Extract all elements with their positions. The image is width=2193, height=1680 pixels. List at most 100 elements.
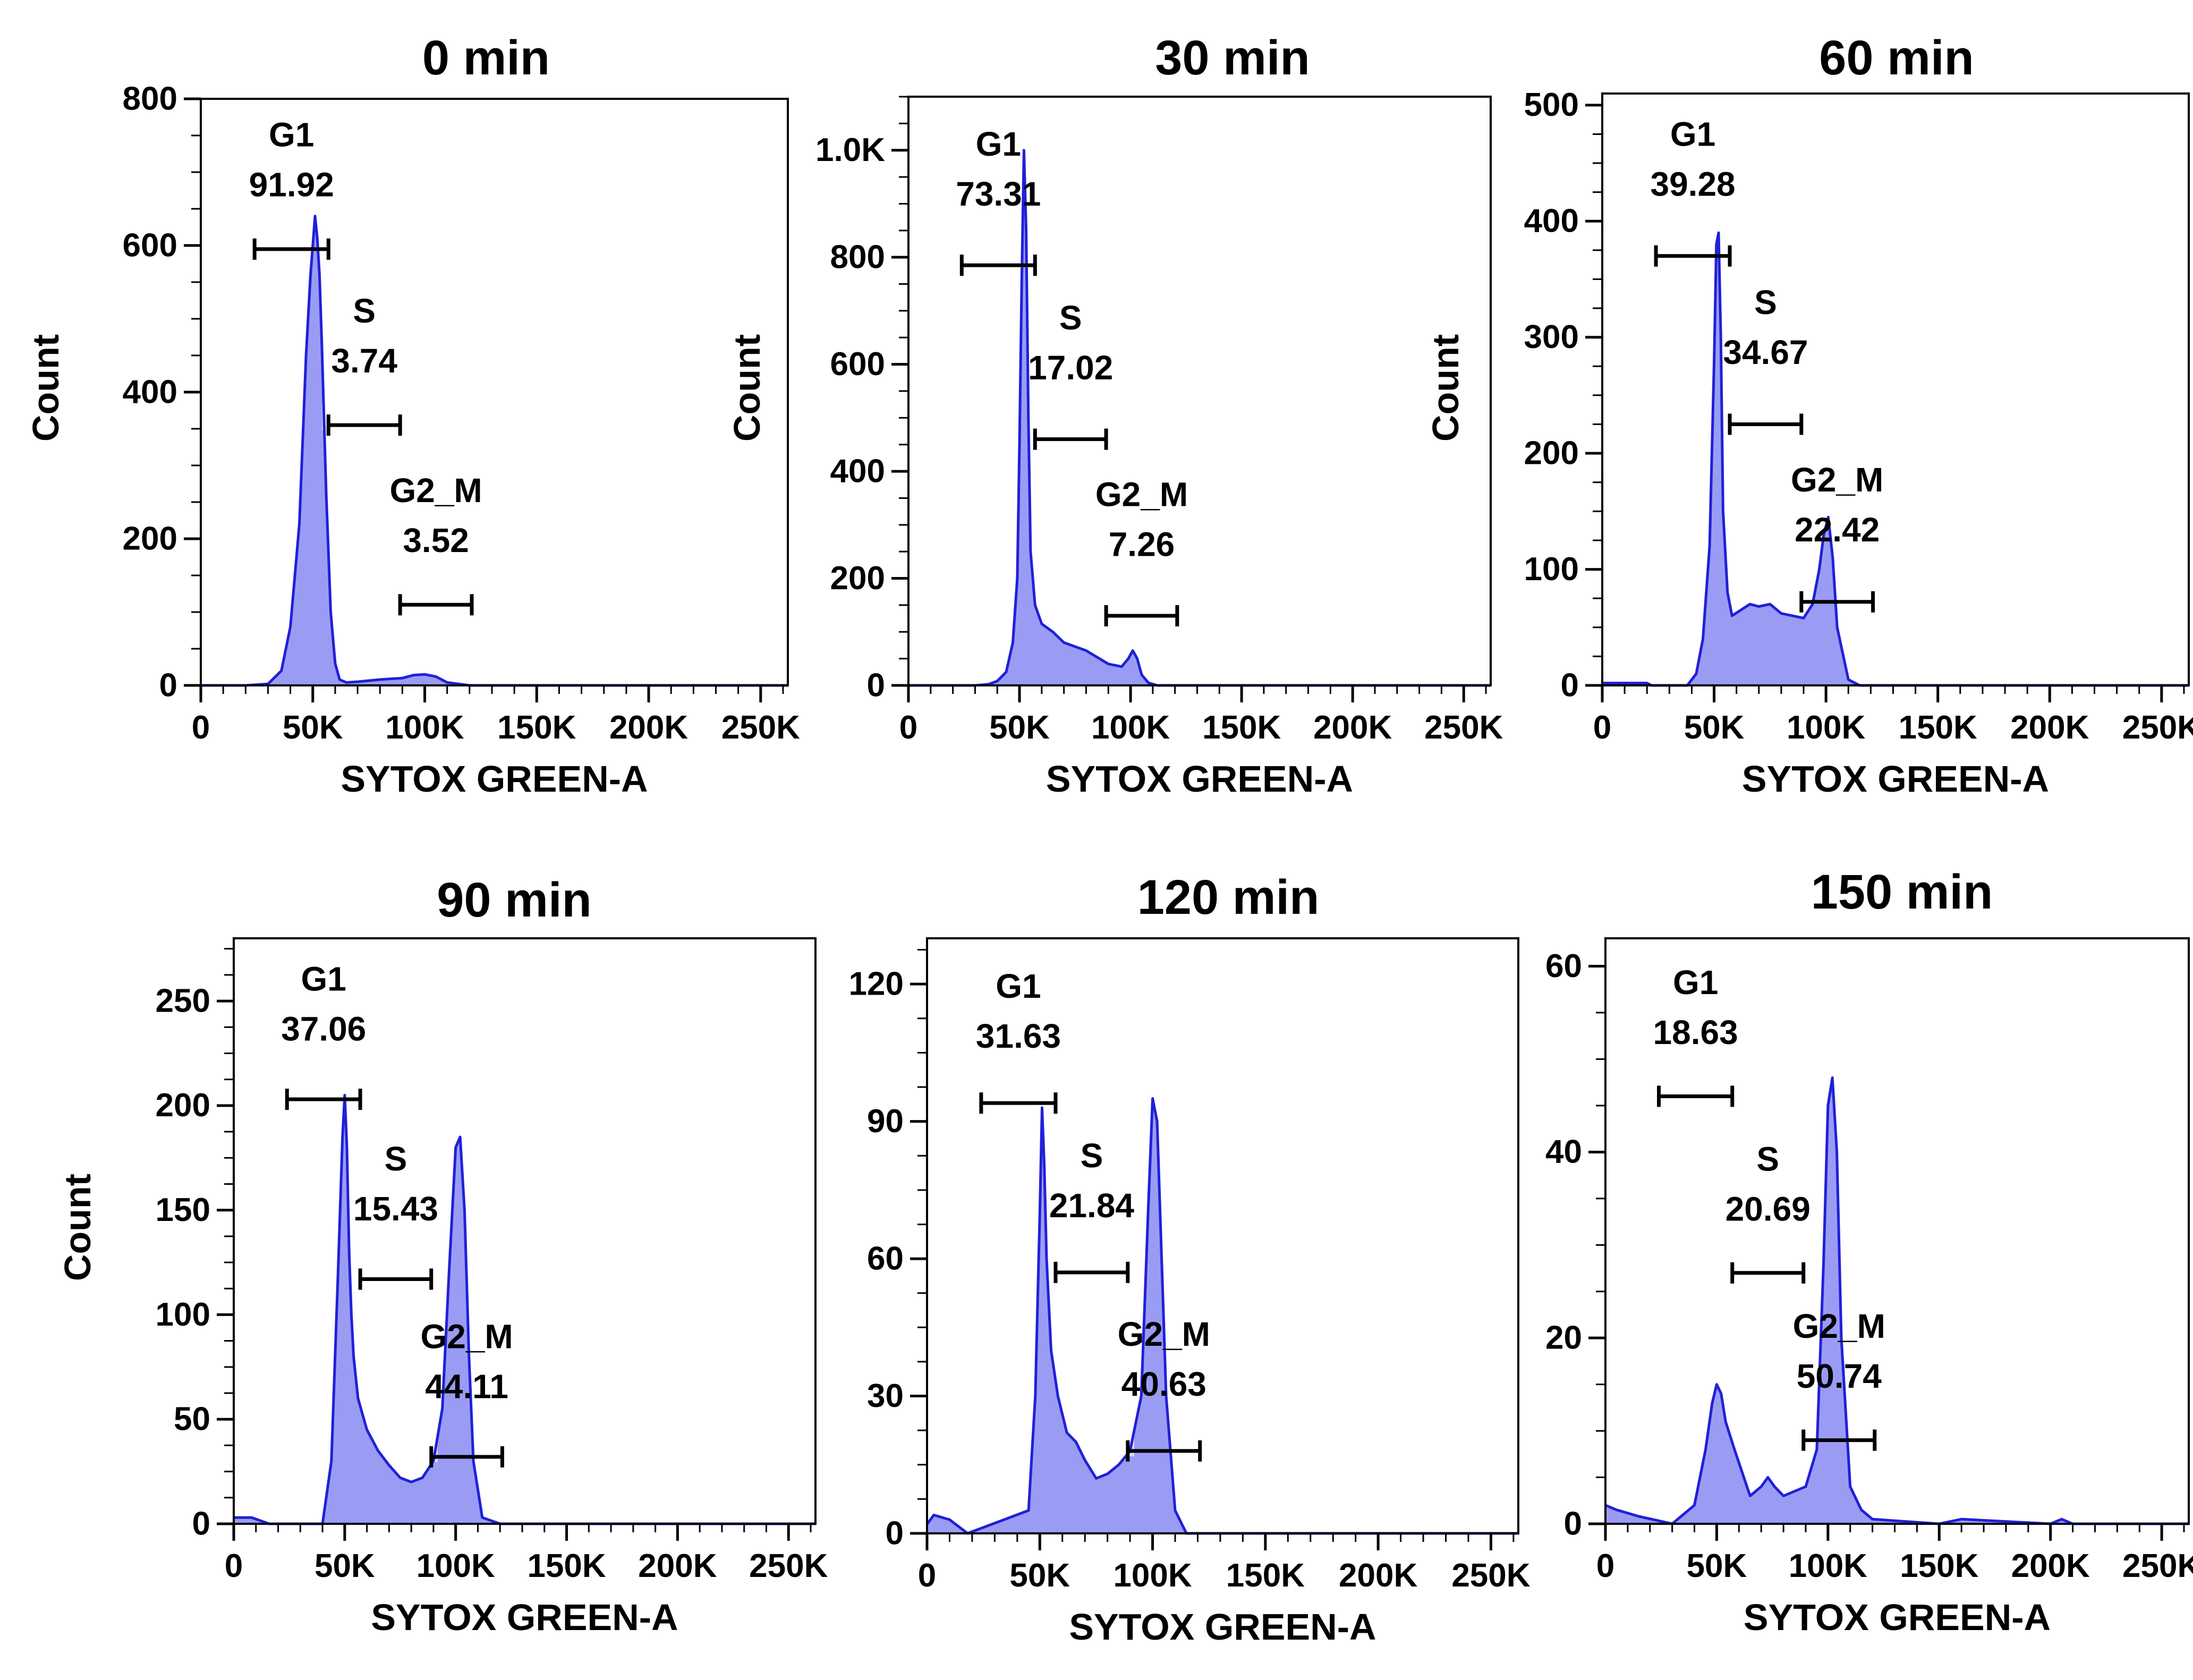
y-tick-label: 0 [1561, 667, 1579, 703]
histogram-line [201, 215, 788, 687]
x-tick-label: 0 [192, 709, 210, 746]
panel-title: 0 min [422, 31, 550, 85]
histogram-area [234, 1095, 815, 1524]
x-tick-label: 150K [1900, 1548, 1978, 1584]
gate-name: G1 [996, 967, 1041, 1005]
y-tick-label: 400 [123, 374, 177, 410]
y-tick-label: 300 [1524, 319, 1579, 355]
gate-name: S [1754, 283, 1777, 321]
histogram-line [1605, 1076, 2189, 1525]
gate-value: 15.43 [353, 1190, 438, 1228]
y-tick-label: 50 [174, 1401, 210, 1438]
x-tick-label: 50K [1684, 709, 1745, 746]
y-axis-label: Count [1425, 334, 1466, 442]
y-tick-label: 100 [156, 1296, 210, 1333]
histogram-panel-2: 60 min 0 100 200 300 400 500 0 50K 100K 150K 200K 25… [1425, 31, 2193, 800]
gate-value: 37.06 [281, 1009, 366, 1048]
gate-name: G1 [1673, 963, 1718, 1002]
x-tick-label: 0 [918, 1557, 936, 1594]
x-tick-label: 200K [1339, 1557, 1417, 1594]
y-tick-label: 200 [1524, 435, 1579, 472]
y-axis-label: Count [25, 334, 66, 442]
histogram-panel-5: 150 min 0 20 40 60 0 50K 100K 150K 200K 250K SYTOX … [1545, 865, 2193, 1638]
x-axis-label: SYTOX GREEN-A [1742, 758, 2049, 800]
y-tick-label: 60 [867, 1240, 904, 1277]
x-tick-label: 100K [385, 709, 464, 746]
gate-g2_m: G2_M 22.42 [1791, 461, 1883, 613]
x-tick-label: 100K [1787, 709, 1865, 746]
gate-s: S 21.84 [1049, 1136, 1135, 1283]
x-tick-label: 200K [1313, 709, 1392, 746]
gate-s: S 17.02 [1028, 299, 1113, 450]
gate-value: 3.52 [403, 521, 469, 559]
gate-value: 21.84 [1049, 1186, 1135, 1225]
y-tick-label: 600 [830, 346, 885, 383]
histogram-panel-0: 0 min 0 200 400 600 800 0 50K 100K 150K 200K 250K SY… [25, 31, 800, 800]
y-tick-label: 600 [123, 227, 177, 264]
histogram-panel-3: 90 min 0 50 100 150 200 250 0 50K 100K 150K 200K 250… [57, 873, 828, 1638]
panel-title: 30 min [1155, 31, 1310, 85]
x-tick-label: 150K [1899, 709, 1977, 746]
x-axis-label: SYTOX GREEN-A [1069, 1606, 1376, 1648]
gate-s: S 34.67 [1723, 283, 1808, 435]
gate-g2_m: G2_M 3.52 [389, 471, 482, 616]
gate-name: S [385, 1140, 407, 1178]
gate-g1: G1 18.63 [1653, 963, 1738, 1107]
gate-value: 34.67 [1723, 333, 1808, 371]
gate-g1: G1 31.63 [976, 967, 1061, 1114]
gate-name: G1 [301, 960, 346, 998]
panel-title: 60 min [1819, 31, 1974, 85]
y-tick-label: 400 [830, 453, 885, 489]
plot-frame [926, 937, 1519, 1534]
gate-value: 17.02 [1028, 349, 1113, 387]
x-tick-label: 250K [721, 709, 800, 746]
gate-s: S 3.74 [326, 292, 402, 436]
y-tick-label: 0 [886, 1515, 904, 1551]
x-axis-label: SYTOX GREEN-A [1046, 758, 1353, 800]
gate-s: S 20.69 [1726, 1140, 1810, 1284]
gate-value: 39.28 [1650, 165, 1735, 203]
x-tick-label: 0 [1593, 709, 1611, 746]
gate-g2_m: G2_M 40.63 [1118, 1315, 1210, 1462]
x-tick-label: 200K [638, 1548, 717, 1584]
gate-name: S [1081, 1136, 1103, 1175]
panel-title: 150 min [1811, 865, 1993, 919]
gate-g2_m: G2_M 44.11 [420, 1317, 513, 1468]
gate-value: 22.42 [1795, 511, 1880, 549]
gate-name: G2_M [420, 1317, 513, 1355]
gate-g2_m: G2_M 7.26 [1095, 476, 1188, 627]
plot-frame [233, 937, 817, 1525]
gate-name: G2_M [1791, 461, 1883, 499]
plot-frame [1604, 937, 2190, 1525]
gate-name: S [1756, 1140, 1779, 1178]
histogram-line [1602, 231, 2189, 687]
y-tick-label: 200 [830, 560, 885, 597]
x-tick-label: 200K [2011, 1548, 2090, 1584]
y-tick-label: 800 [123, 80, 177, 117]
gate-g1: G1 39.28 [1650, 115, 1736, 267]
gate-name: S [353, 292, 376, 330]
gate-name: G2_M [1095, 476, 1188, 514]
histogram-line [234, 1093, 815, 1525]
y-tick-label: 200 [156, 1087, 210, 1124]
x-tick-label: 250K [2122, 709, 2193, 746]
histogram-area [927, 1098, 1518, 1533]
x-tick-label: 250K [749, 1548, 828, 1584]
histogram-area [1602, 233, 2189, 686]
x-tick-label: 0 [225, 1548, 243, 1584]
plot-frame [1601, 92, 2190, 686]
panel-title: 90 min [437, 873, 591, 927]
histogram-panel-1: 30 min 0 200 400 600 800 1.0K 0 50K 100K 150K 200K 2… [726, 31, 1503, 800]
histogram-area [1605, 1077, 2189, 1524]
gate-name: G1 [269, 116, 314, 154]
histogram-area [908, 150, 1491, 685]
histogram-area [201, 216, 788, 685]
x-tick-label: 200K [609, 709, 688, 746]
x-tick-label: 250K [1451, 1557, 1530, 1594]
gate-value: 50.74 [1797, 1357, 1882, 1395]
x-axis-label: SYTOX GREEN-A [1744, 1597, 2051, 1638]
y-tick-label: 0 [192, 1505, 210, 1542]
x-tick-label: 0 [1596, 1548, 1614, 1584]
x-tick-label: 200K [2010, 709, 2089, 746]
y-tick-label: 400 [1524, 203, 1579, 240]
